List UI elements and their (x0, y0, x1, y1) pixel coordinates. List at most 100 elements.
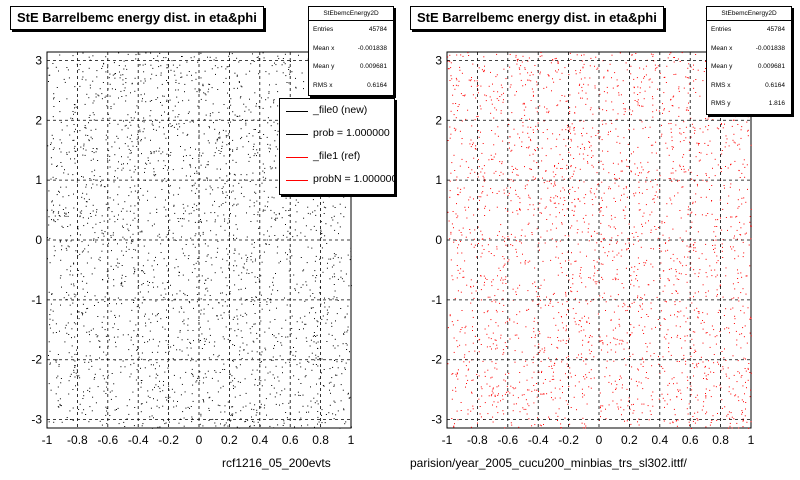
data-point (275, 214, 277, 216)
data-point (236, 367, 238, 369)
data-point (267, 196, 269, 198)
data-point (675, 290, 677, 292)
data-point (249, 402, 251, 404)
data-point (278, 380, 280, 382)
data-point (580, 148, 581, 149)
data-point (204, 93, 206, 95)
data-point (53, 93, 55, 95)
data-point (232, 415, 233, 417)
data-point (541, 348, 543, 350)
data-point (679, 237, 681, 239)
data-point (539, 71, 541, 73)
data-point (141, 302, 143, 304)
data-point (664, 285, 666, 287)
data-point (559, 212, 560, 214)
data-point (514, 350, 516, 352)
data-point (180, 76, 182, 78)
data-point (72, 420, 74, 421)
data-point (453, 154, 455, 156)
data-point (105, 406, 107, 408)
data-point (565, 129, 567, 131)
data-point (312, 211, 314, 213)
data-point (479, 338, 481, 340)
data-point (153, 260, 155, 262)
data-point (298, 411, 300, 413)
data-point (618, 185, 620, 187)
data-point (344, 316, 346, 318)
data-point (185, 244, 187, 245)
data-point (453, 426, 455, 428)
data-point (472, 408, 474, 410)
data-point (253, 61, 255, 62)
data-point (150, 364, 152, 366)
data-point (214, 272, 216, 274)
data-point (300, 232, 302, 234)
data-point (163, 381, 164, 382)
data-point (647, 405, 649, 407)
data-point (522, 121, 524, 123)
data-point (641, 81, 642, 83)
data-point (196, 276, 198, 278)
data-point (82, 314, 83, 316)
data-point (660, 262, 662, 264)
data-point (661, 133, 663, 135)
data-point (277, 148, 279, 150)
data-point (745, 293, 747, 295)
data-point (236, 57, 238, 59)
data-point (64, 169, 65, 171)
data-point (65, 240, 67, 242)
data-point (103, 316, 105, 318)
data-point (513, 321, 515, 323)
data-point (572, 308, 574, 310)
data-point (322, 201, 324, 203)
data-point (623, 409, 625, 411)
data-point (241, 136, 243, 138)
data-point (666, 403, 668, 405)
data-point (195, 167, 196, 169)
data-point (528, 136, 530, 138)
data-point (467, 109, 469, 111)
data-point (213, 345, 215, 347)
data-point (730, 393, 732, 395)
data-point (167, 396, 169, 398)
data-point (652, 54, 654, 56)
data-point (317, 348, 319, 349)
data-point (601, 120, 603, 122)
data-point (463, 276, 465, 278)
data-point (600, 233, 602, 235)
data-point (80, 212, 82, 214)
data-point (565, 325, 567, 327)
data-point (546, 230, 548, 232)
data-point (471, 77, 472, 78)
data-point (691, 211, 693, 213)
data-point (460, 54, 462, 56)
data-point (455, 239, 457, 241)
data-point (277, 341, 279, 342)
data-point (716, 226, 718, 227)
data-point (197, 377, 199, 379)
data-point (223, 338, 225, 340)
data-point (283, 420, 285, 422)
data-point (289, 248, 291, 250)
data-point (705, 365, 706, 367)
data-point (568, 151, 570, 153)
y-tick-label: -3 (31, 413, 42, 427)
data-point (121, 283, 123, 285)
data-point (493, 299, 495, 301)
data-point (350, 256, 352, 258)
data-point (53, 219, 55, 221)
data-point (139, 291, 141, 293)
data-point (237, 323, 239, 325)
data-point (500, 171, 502, 173)
data-point (289, 260, 291, 262)
data-point (609, 375, 611, 377)
data-point (57, 354, 59, 355)
data-point (238, 82, 240, 83)
data-point (192, 330, 194, 331)
data-point (638, 181, 640, 183)
data-point (524, 263, 526, 265)
data-point (569, 423, 571, 425)
data-point (191, 373, 193, 375)
data-point (151, 100, 153, 101)
data-point (602, 238, 604, 240)
